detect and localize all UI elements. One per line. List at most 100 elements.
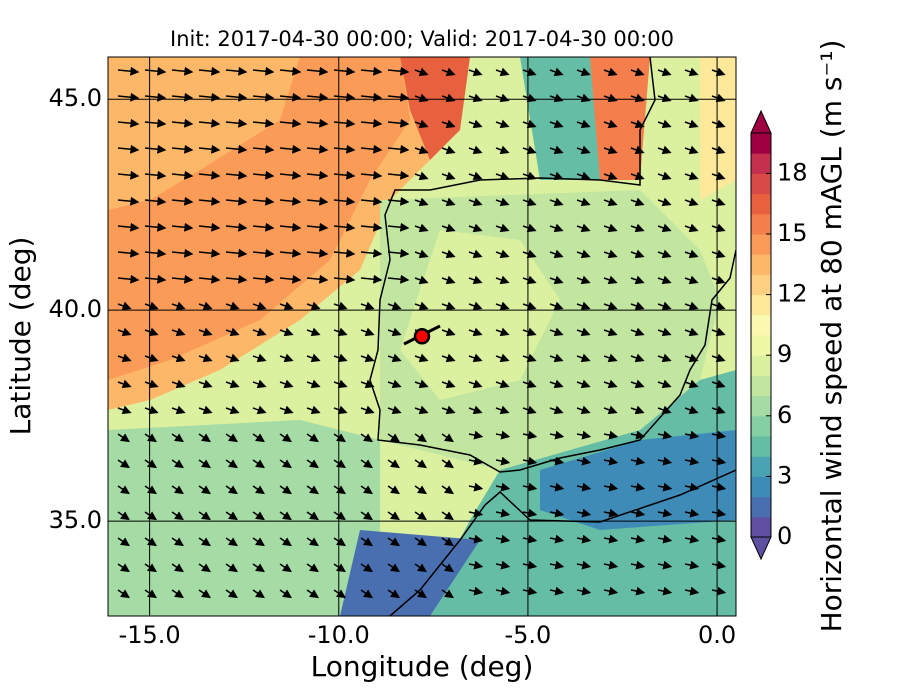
wind-arrow bbox=[306, 222, 329, 232]
wind-arrow bbox=[576, 353, 591, 363]
wind-arrow bbox=[333, 301, 348, 311]
wind-arrow bbox=[549, 223, 564, 233]
wind-arrow bbox=[441, 537, 454, 547]
wind-arrow bbox=[279, 301, 294, 311]
wind-arrow bbox=[171, 327, 186, 337]
wind-arrow bbox=[576, 301, 591, 311]
wind-arrow bbox=[306, 379, 321, 389]
wind-arrow bbox=[198, 170, 221, 180]
wind-arrow bbox=[117, 485, 130, 495]
wind-arrow bbox=[360, 66, 383, 76]
wind-arrow bbox=[144, 379, 159, 389]
wind-arrow bbox=[630, 456, 646, 466]
wind-arrow bbox=[198, 144, 221, 154]
wind-arrow bbox=[576, 534, 592, 544]
wind-arrow bbox=[360, 563, 373, 573]
wind-arrow bbox=[360, 511, 373, 521]
wind-arrow bbox=[279, 511, 292, 521]
wind-arrow bbox=[441, 353, 456, 363]
wind-arrow bbox=[711, 197, 726, 207]
wind-arrow bbox=[279, 222, 302, 232]
wind-arrow bbox=[684, 379, 699, 389]
wind-arrow bbox=[414, 275, 429, 285]
wind-arrow bbox=[117, 433, 130, 443]
wind-arrow bbox=[657, 327, 672, 337]
wind-arrow bbox=[441, 563, 454, 573]
wind-arrow bbox=[522, 67, 537, 77]
wind-arrow bbox=[387, 327, 402, 337]
wind-arrow bbox=[711, 379, 726, 389]
wind-arrow bbox=[630, 301, 645, 311]
wind-arrow bbox=[414, 301, 429, 311]
wind-arrow bbox=[333, 589, 346, 599]
wind-arrow bbox=[252, 170, 275, 180]
wind-arrow bbox=[522, 456, 538, 466]
wind-arrow bbox=[441, 145, 456, 155]
wind-arrow bbox=[549, 508, 565, 518]
colorbar-level bbox=[751, 274, 771, 296]
wind-arrow bbox=[387, 353, 402, 363]
wind-arrow bbox=[684, 223, 699, 233]
wind-arrow bbox=[252, 485, 265, 495]
wind-arrow bbox=[549, 249, 564, 259]
wind-arrow bbox=[198, 379, 213, 389]
wind-arrow bbox=[414, 563, 427, 573]
wind-arrow bbox=[549, 586, 565, 596]
wind-arrow bbox=[684, 67, 699, 77]
wind-arrow bbox=[171, 196, 194, 206]
wind-arrow bbox=[279, 485, 292, 495]
wind-arrow bbox=[225, 118, 248, 128]
wind-arrow bbox=[306, 196, 329, 206]
wind-arrow bbox=[549, 327, 564, 337]
wind-arrow bbox=[144, 196, 167, 206]
wind-arrow bbox=[576, 508, 592, 518]
wind-arrow bbox=[171, 66, 194, 76]
colorbar-level bbox=[751, 456, 771, 477]
wind-arrow bbox=[171, 563, 184, 573]
wind-arrow bbox=[630, 197, 645, 207]
wind-arrow bbox=[252, 301, 267, 311]
wind-arrow bbox=[495, 534, 511, 544]
wind-arrow bbox=[468, 93, 483, 103]
wind-arrow bbox=[711, 586, 727, 596]
wind-arrow bbox=[549, 197, 564, 207]
wind-arrow bbox=[414, 171, 429, 181]
wind-arrow bbox=[333, 92, 356, 102]
colorbar-tick-label: 12 bbox=[777, 280, 808, 308]
wind-arrow bbox=[252, 274, 275, 284]
wind-arrow bbox=[333, 222, 356, 232]
wind-arrow bbox=[657, 197, 672, 207]
wind-arrow bbox=[603, 301, 618, 311]
colorbar: 0 3 6 9 12 15 18 bbox=[750, 109, 808, 561]
wind-arrow bbox=[117, 353, 132, 363]
wind-arrow bbox=[630, 534, 646, 544]
wind-arrow bbox=[495, 353, 510, 363]
wind-arrow bbox=[414, 119, 429, 129]
wind-arrow bbox=[387, 92, 410, 102]
wind-arrow bbox=[414, 197, 429, 207]
wind-arrow bbox=[333, 274, 356, 284]
colorbar-level bbox=[751, 375, 771, 397]
wind-arrow bbox=[360, 222, 383, 232]
plot-frame bbox=[107, 56, 737, 617]
colorbar-tick-label: 6 bbox=[777, 401, 792, 429]
wind-arrow bbox=[360, 248, 383, 258]
wind-arrow bbox=[387, 274, 410, 284]
wind-arrow bbox=[414, 223, 429, 233]
wind-arrow bbox=[252, 433, 265, 443]
colorbar-level bbox=[751, 436, 771, 457]
wind-arrow bbox=[603, 119, 618, 129]
wind-arrow bbox=[279, 405, 294, 415]
colorbar-tick-label: 0 bbox=[777, 522, 792, 550]
wind-arrow bbox=[711, 67, 726, 77]
wind-arrow bbox=[468, 275, 483, 285]
wind-arrow bbox=[144, 118, 167, 128]
wind-arrow bbox=[549, 482, 565, 492]
colorbar-tick-label: 9 bbox=[777, 340, 792, 368]
wind-arrow bbox=[252, 379, 267, 389]
wind-arrow bbox=[603, 379, 618, 389]
colorbar-tick-label: 3 bbox=[777, 461, 792, 489]
wind-arrow bbox=[117, 563, 130, 573]
colorbar-level bbox=[751, 335, 771, 356]
wind-arrow bbox=[225, 433, 238, 443]
